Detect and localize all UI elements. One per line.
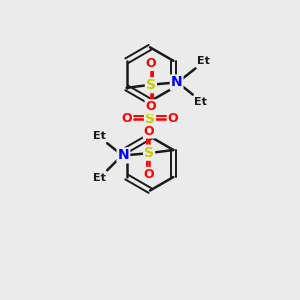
Text: O: O: [146, 100, 156, 113]
Text: O: O: [144, 168, 154, 181]
Text: Et: Et: [194, 97, 207, 107]
Text: S: S: [146, 78, 156, 92]
Text: Et: Et: [93, 173, 106, 183]
Text: Et: Et: [197, 56, 210, 66]
Text: O: O: [122, 112, 132, 125]
Text: Et: Et: [93, 130, 106, 140]
Text: O: O: [168, 112, 178, 125]
Text: N: N: [171, 75, 182, 89]
Text: O: O: [146, 57, 156, 70]
Text: S: S: [145, 112, 155, 126]
Text: O: O: [144, 124, 154, 138]
Text: S: S: [144, 146, 154, 160]
Text: N: N: [118, 148, 129, 162]
